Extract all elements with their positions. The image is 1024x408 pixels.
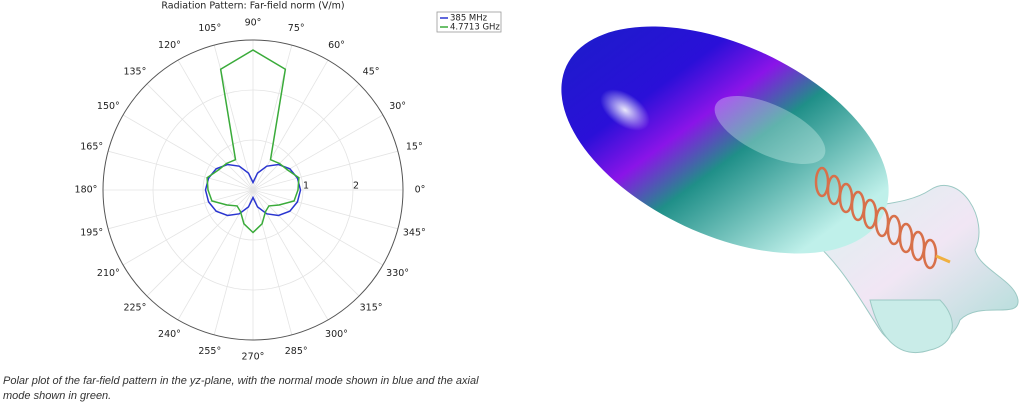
plot-area: 1 2 0°15°30°45°60°75°90°105°120°135°150°16… bbox=[75, 18, 426, 363]
caption: Polar plot of the far-field pattern in t… bbox=[3, 375, 479, 402]
angular-grid-line bbox=[252, 59, 329, 191]
angular-tick-label: 105° bbox=[198, 23, 221, 34]
angular-tick-label: 285° bbox=[285, 346, 308, 357]
angular-tick-label: 150° bbox=[97, 101, 120, 112]
angular-tick-label: 300° bbox=[325, 329, 348, 340]
angular-tick-label: 270° bbox=[242, 352, 265, 363]
series-line bbox=[204, 163, 302, 217]
angular-grid-line bbox=[252, 114, 384, 191]
angular-grid-line bbox=[122, 114, 254, 191]
angular-grid-line bbox=[146, 83, 254, 191]
angular-grid-line bbox=[108, 150, 254, 191]
angular-grid-line bbox=[252, 189, 293, 335]
angular-grid-line bbox=[146, 189, 254, 297]
angular-tick-label: 0° bbox=[415, 185, 426, 196]
angular-tick-label: 345° bbox=[403, 228, 426, 239]
plot-border bbox=[102, 39, 404, 341]
angular-tick-label: 255° bbox=[198, 346, 221, 357]
chart-title: Radiation Pattern: Far-field norm (V/m) bbox=[161, 1, 344, 12]
angular-tick-label: 90° bbox=[245, 18, 262, 29]
angular-grid-line bbox=[108, 189, 254, 230]
angular-tick-label: 15° bbox=[406, 141, 423, 152]
legend-box bbox=[436, 11, 502, 33]
antenna-render bbox=[561, 26, 1019, 354]
radial-tick-label: 2 bbox=[353, 181, 359, 192]
angular-tick-label: 135° bbox=[123, 66, 146, 77]
angular-tick-label: 75° bbox=[288, 23, 305, 34]
legend-label: 385 MHz bbox=[450, 14, 488, 24]
angular-grid-line bbox=[252, 83, 360, 191]
angular-grid-line bbox=[177, 59, 254, 191]
angular-tick-label: 180° bbox=[75, 185, 98, 196]
angular-grid-line bbox=[213, 189, 254, 335]
angular-tick-label: 195° bbox=[80, 228, 103, 239]
angular-tick-label: 60° bbox=[328, 40, 345, 51]
angular-grid-line bbox=[122, 189, 254, 266]
angular-tick-label: 240° bbox=[158, 329, 181, 340]
series-line bbox=[206, 49, 300, 234]
angular-grid-line bbox=[252, 189, 384, 266]
angular-tick-label: 315° bbox=[360, 303, 383, 314]
angular-grid-line bbox=[252, 150, 398, 191]
angular-tick-label: 225° bbox=[123, 303, 146, 314]
angular-tick-label: 45° bbox=[363, 66, 380, 77]
angular-grid-line bbox=[252, 189, 398, 230]
angular-tick-label: 210° bbox=[97, 268, 120, 279]
angular-tick-label: 120° bbox=[158, 40, 181, 51]
angular-tick-label: 30° bbox=[389, 101, 406, 112]
angular-tick-label: 330° bbox=[386, 268, 409, 279]
legend-label: 4.7713 GHz bbox=[450, 23, 500, 33]
angular-grid-line bbox=[252, 189, 360, 297]
radial-grid-line bbox=[152, 89, 354, 291]
angular-tick-label: 165° bbox=[80, 141, 103, 152]
radial-grid-line bbox=[202, 139, 304, 241]
radial-tick-label: 1 bbox=[303, 181, 309, 192]
